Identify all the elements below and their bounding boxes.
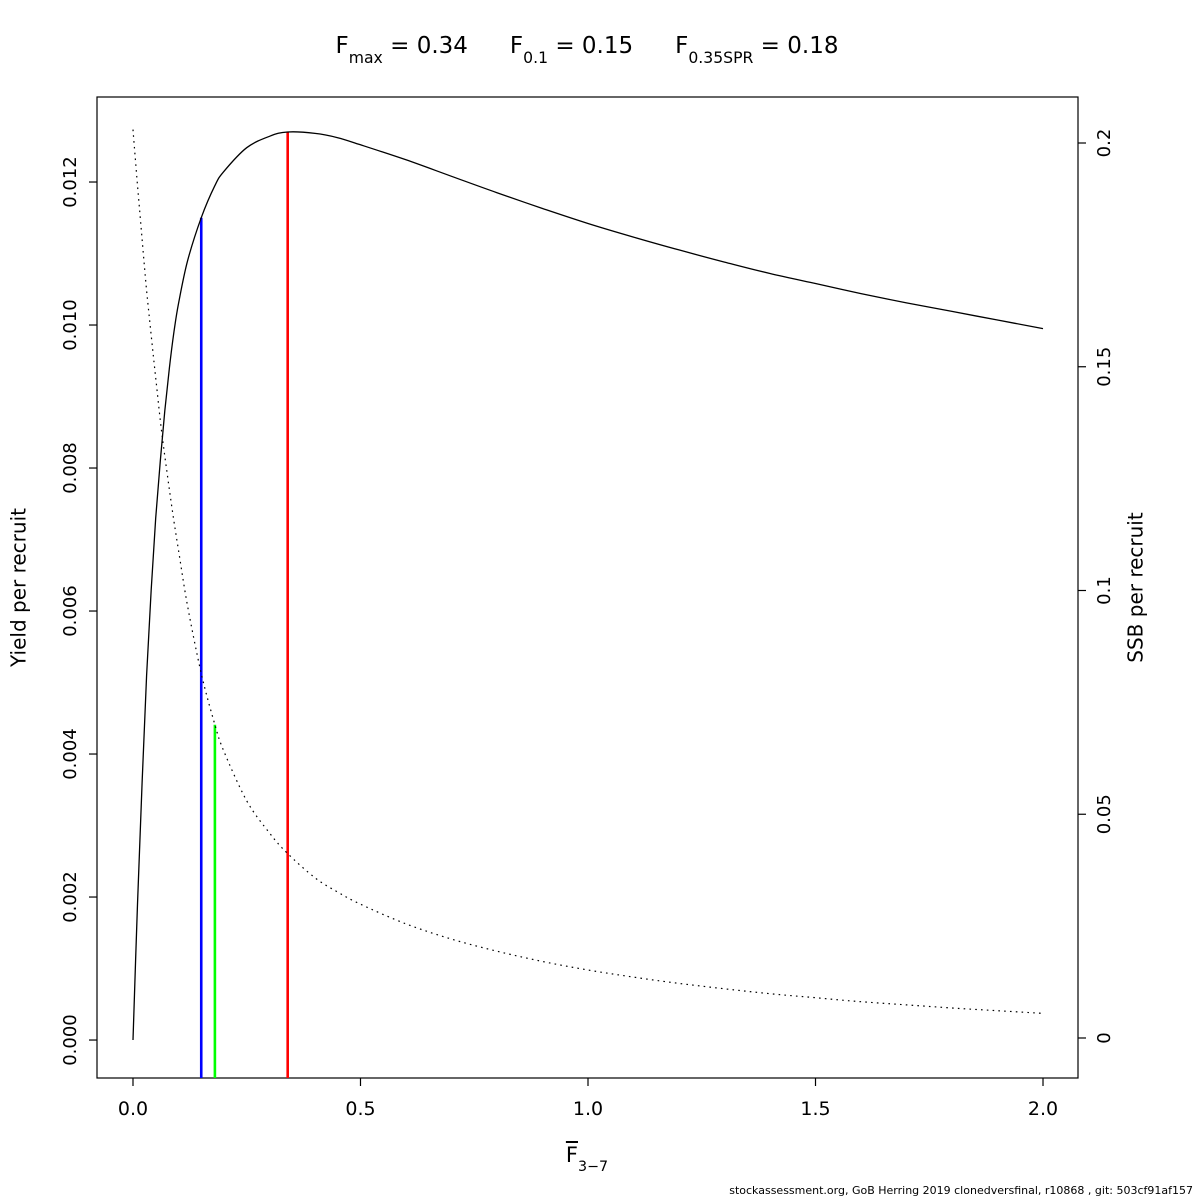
y-right-tick-label: 0.15 [1094, 347, 1115, 387]
y-right-axis-title: SSB per recruit [1124, 512, 1148, 663]
plot-box [96, 96, 1079, 1079]
x-tick-label: 1.0 [573, 1098, 603, 1120]
title-f01: F0.1 = 0.15 [509, 33, 634, 67]
x-tick-label: 2.0 [1028, 1098, 1058, 1120]
y-right-tick-label: 0.2 [1094, 129, 1115, 158]
y-left-tick-label: 0.004 [60, 728, 81, 780]
y-left-tick-label: 0.006 [60, 585, 81, 637]
y-left-tick-label: 0.000 [60, 1014, 81, 1066]
y-left-axis-title: Yield per recruit [7, 508, 31, 668]
title-f035spr: F0.35SPR = 0.18 [675, 33, 839, 67]
yield-per-recruit-curve [132, 131, 1044, 1041]
y-left-tick-label: 0.010 [60, 299, 81, 351]
fbar-symbol: F [565, 1143, 578, 1167]
plot-title: Fmax = 0.34 F0.1 = 0.15 F0.35SPR = 0.18 [335, 33, 839, 67]
y-right-tick-label: 0.05 [1094, 794, 1115, 834]
y-right-tick-label: 0.1 [1094, 576, 1115, 605]
x-tick-label: 1.5 [800, 1098, 830, 1120]
y-right-tick-label: 0 [1094, 1032, 1115, 1043]
ssb-per-recruit-curve [132, 129, 1044, 1014]
x-tick-label: 0.0 [118, 1098, 148, 1120]
footer-credit: stockassessment.org, GoB Herring 2019 cl… [729, 1184, 1193, 1197]
x-axis-label: F3−7 [565, 1143, 609, 1176]
y-left-tick-label: 0.002 [60, 871, 81, 923]
y-left-tick-label: 0.012 [60, 156, 81, 208]
title-fmax: Fmax = 0.34 [335, 33, 468, 67]
y-left-tick-label: 0.008 [60, 442, 81, 494]
x-tick-label: 0.5 [345, 1098, 375, 1120]
